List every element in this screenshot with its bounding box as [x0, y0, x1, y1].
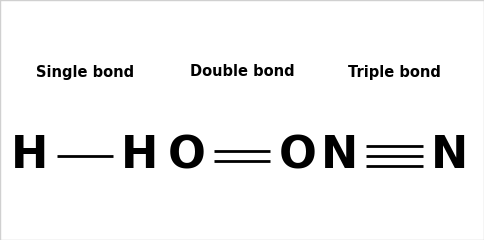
Text: H: H: [121, 134, 158, 178]
Text: Single bond: Single bond: [36, 65, 134, 79]
Text: O: O: [168, 134, 206, 178]
Text: H: H: [11, 134, 48, 178]
Text: Triple bond: Triple bond: [348, 65, 441, 79]
Text: Double bond: Double bond: [190, 65, 294, 79]
Text: N: N: [321, 134, 358, 178]
Text: N: N: [431, 134, 468, 178]
Text: O: O: [278, 134, 316, 178]
